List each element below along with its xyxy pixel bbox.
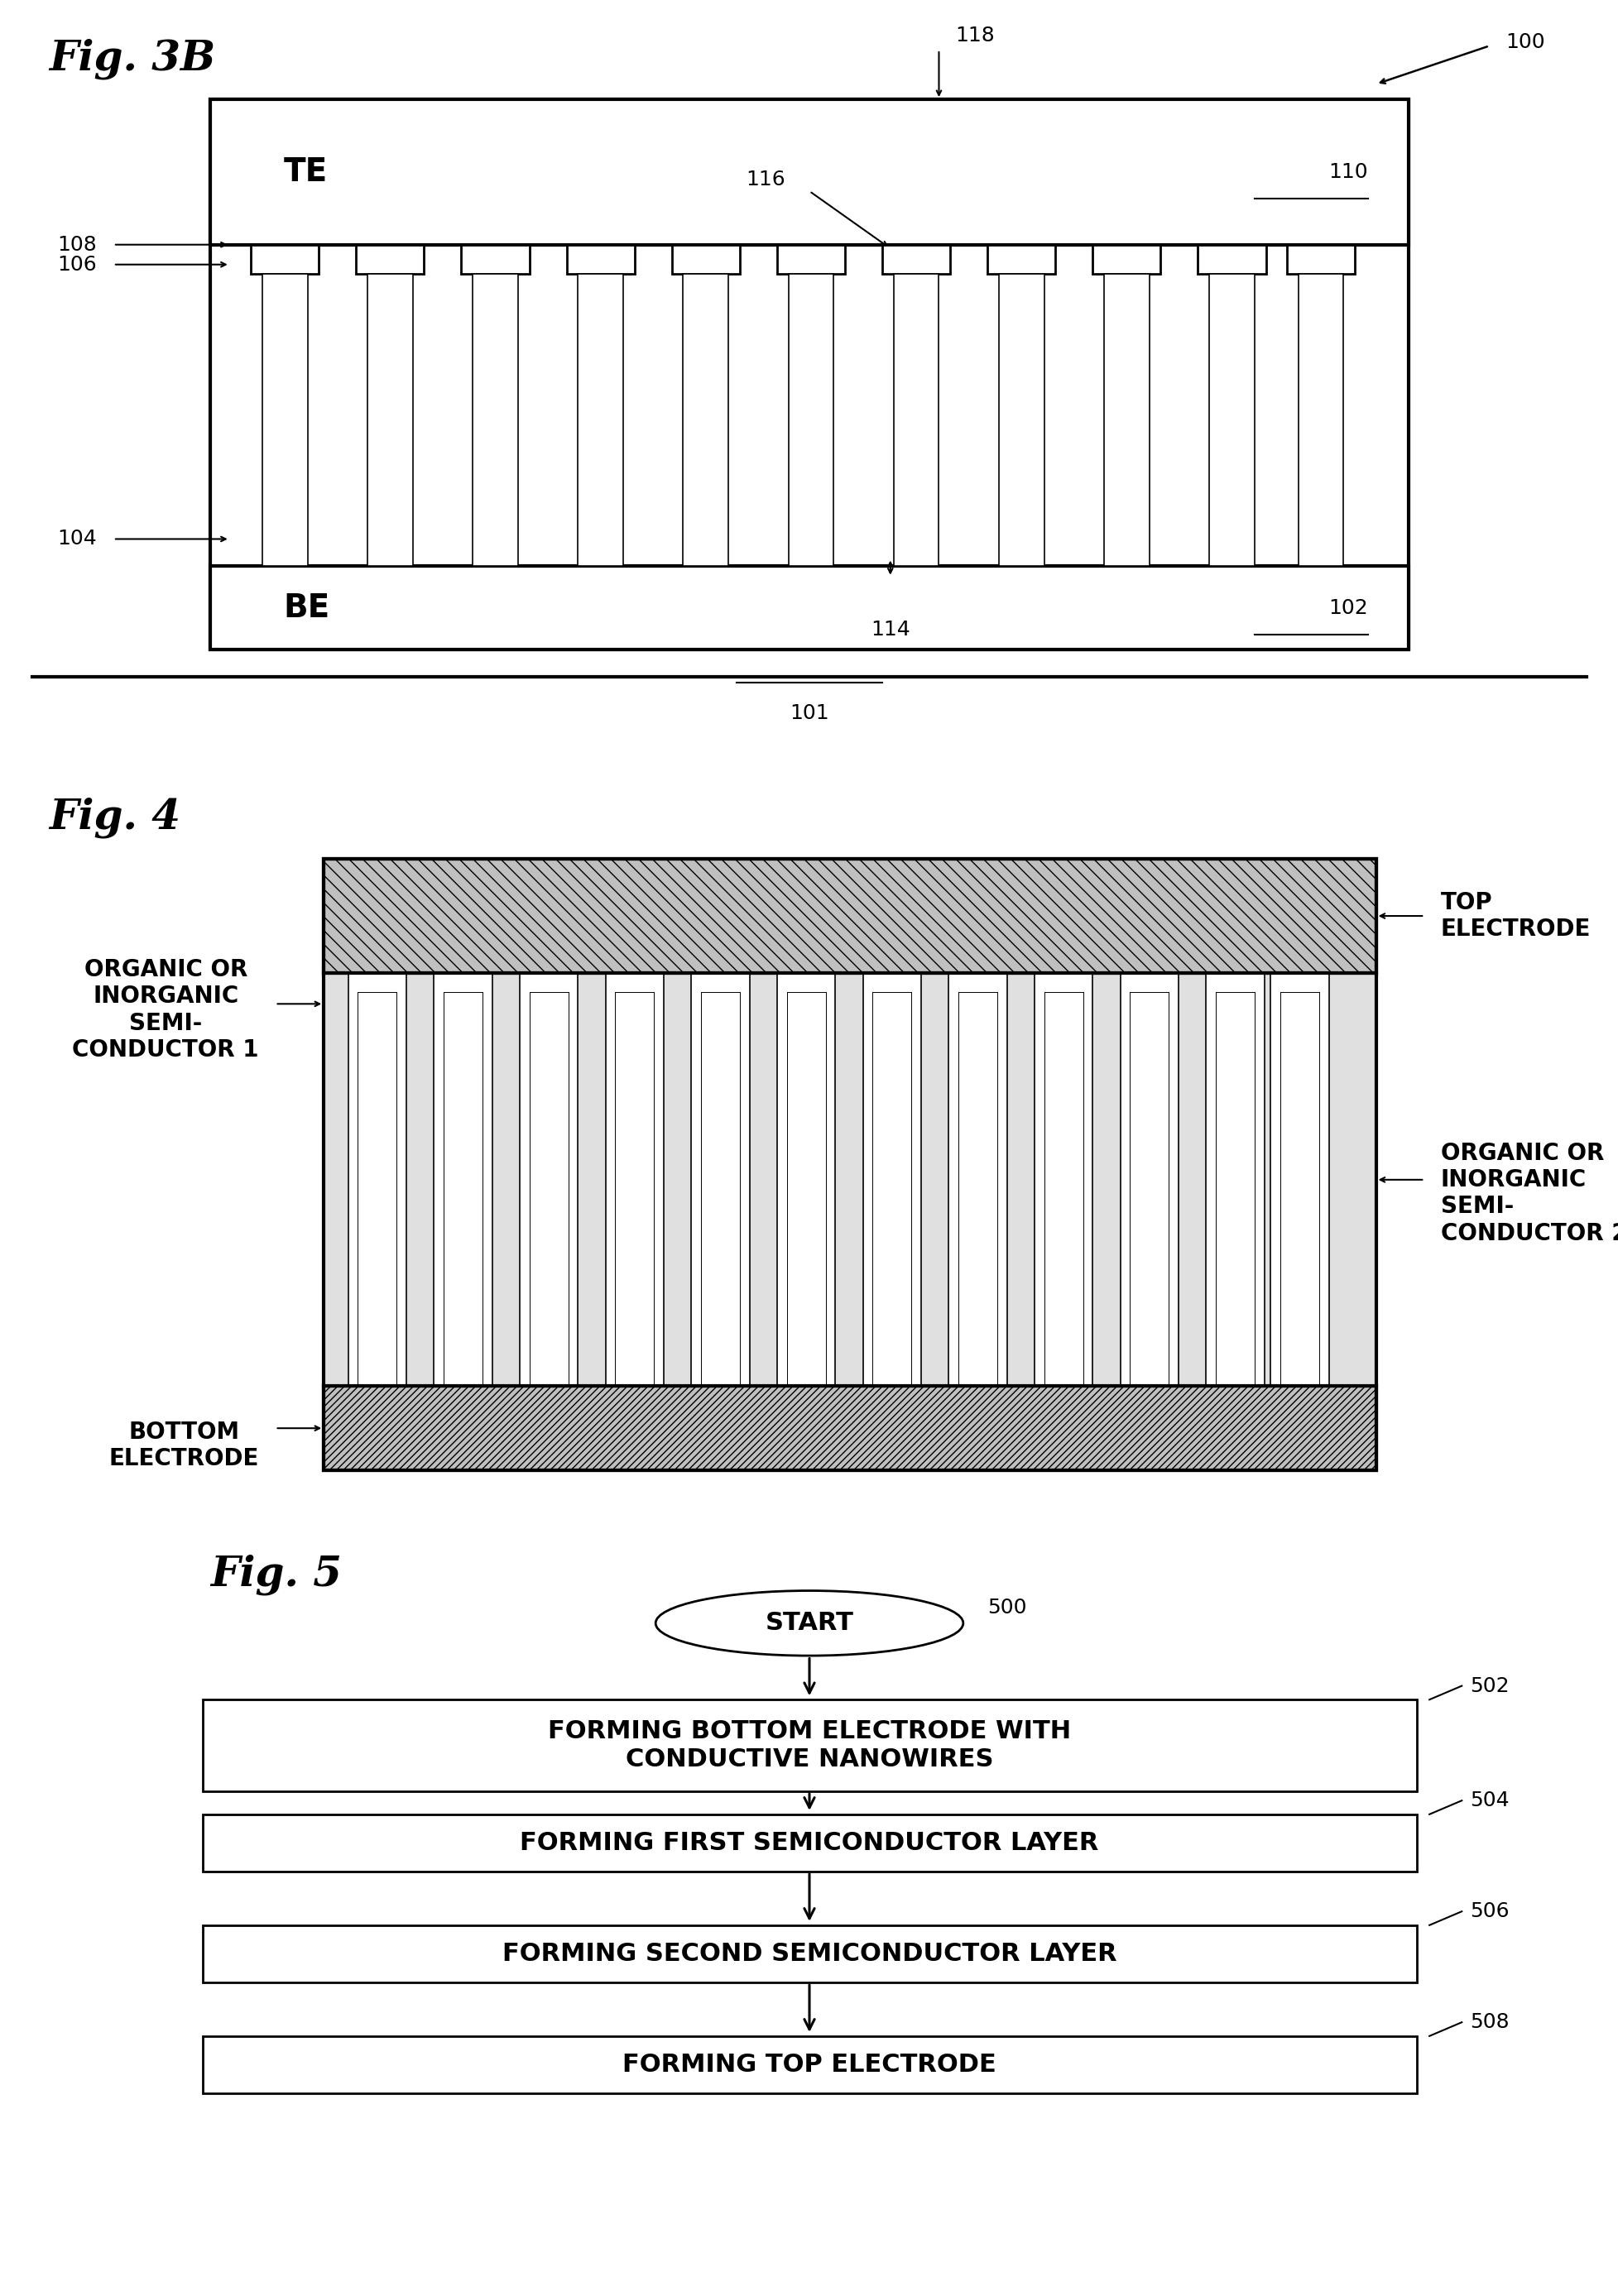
Bar bbox=[1205, 974, 1264, 1387]
Bar bbox=[1034, 974, 1092, 1387]
Bar bbox=[202, 1924, 1416, 1981]
Bar bbox=[210, 99, 1408, 650]
Bar bbox=[367, 273, 413, 565]
Bar bbox=[605, 974, 663, 1387]
Ellipse shape bbox=[655, 1591, 963, 1655]
Bar bbox=[862, 974, 921, 1387]
Text: FORMING SECOND SEMICONDUCTOR LAYER: FORMING SECOND SEMICONDUCTOR LAYER bbox=[502, 1942, 1116, 1965]
Bar bbox=[1197, 246, 1265, 273]
Bar bbox=[1270, 974, 1328, 1387]
Text: 504: 504 bbox=[1469, 1791, 1508, 1812]
Bar bbox=[948, 974, 1006, 1387]
Bar bbox=[788, 273, 833, 565]
Bar bbox=[519, 974, 578, 1387]
Bar bbox=[324, 974, 1375, 1387]
Text: 100: 100 bbox=[1505, 32, 1544, 53]
Text: TE: TE bbox=[283, 156, 327, 188]
Bar bbox=[348, 974, 406, 1387]
Bar bbox=[777, 974, 835, 1387]
Text: 116: 116 bbox=[746, 170, 785, 191]
Text: ORGANIC OR
INORGANIC
SEMI-
CONDUCTOR 2: ORGANIC OR INORGANIC SEMI- CONDUCTOR 2 bbox=[1440, 1141, 1618, 1244]
Bar bbox=[251, 246, 319, 273]
Bar bbox=[882, 246, 950, 273]
Text: FORMING TOP ELECTRODE: FORMING TOP ELECTRODE bbox=[623, 2053, 995, 2076]
Bar bbox=[893, 273, 938, 565]
Bar bbox=[1092, 246, 1160, 273]
Bar bbox=[1298, 273, 1343, 565]
Bar bbox=[461, 246, 529, 273]
Bar bbox=[1103, 273, 1149, 565]
Text: 114: 114 bbox=[870, 620, 909, 638]
Bar bbox=[356, 246, 424, 273]
Bar bbox=[434, 974, 492, 1387]
Text: 110: 110 bbox=[1328, 163, 1367, 181]
Text: Fig. 5: Fig. 5 bbox=[210, 1554, 341, 1596]
Bar bbox=[262, 273, 307, 565]
Bar bbox=[324, 859, 1375, 974]
Bar bbox=[987, 246, 1055, 273]
Text: Fig. 3B: Fig. 3B bbox=[49, 39, 215, 78]
Text: 500: 500 bbox=[987, 1598, 1026, 1619]
Bar bbox=[578, 273, 623, 565]
Text: 108: 108 bbox=[58, 234, 97, 255]
Text: FORMING BOTTOM ELECTRODE WITH
CONDUCTIVE NANOWIRES: FORMING BOTTOM ELECTRODE WITH CONDUCTIVE… bbox=[547, 1720, 1071, 1773]
Text: 506: 506 bbox=[1469, 1901, 1508, 1922]
Bar bbox=[998, 273, 1044, 565]
Text: FORMING FIRST SEMICONDUCTOR LAYER: FORMING FIRST SEMICONDUCTOR LAYER bbox=[519, 1830, 1099, 1855]
Bar bbox=[210, 565, 1408, 650]
Bar bbox=[566, 246, 634, 273]
Bar bbox=[202, 2037, 1416, 2094]
Text: 101: 101 bbox=[790, 703, 828, 723]
Bar bbox=[777, 246, 845, 273]
Bar bbox=[202, 1814, 1416, 1871]
Bar bbox=[1209, 273, 1254, 565]
Bar bbox=[472, 273, 518, 565]
Text: Fig. 4: Fig. 4 bbox=[49, 797, 180, 838]
Text: ORGANIC OR
INORGANIC
SEMI-
CONDUCTOR 1: ORGANIC OR INORGANIC SEMI- CONDUCTOR 1 bbox=[73, 957, 259, 1061]
Text: START: START bbox=[765, 1612, 853, 1635]
Bar bbox=[691, 974, 749, 1387]
Text: BOTTOM
ELECTRODE: BOTTOM ELECTRODE bbox=[108, 1421, 259, 1469]
Text: TOP
ELECTRODE: TOP ELECTRODE bbox=[1440, 891, 1590, 941]
Bar bbox=[324, 1387, 1375, 1469]
Text: 106: 106 bbox=[58, 255, 97, 276]
Bar bbox=[1120, 974, 1178, 1387]
Text: 118: 118 bbox=[955, 25, 993, 46]
Text: 104: 104 bbox=[58, 528, 97, 549]
Text: 502: 502 bbox=[1469, 1676, 1508, 1697]
Text: BE: BE bbox=[283, 592, 330, 625]
Bar bbox=[1286, 246, 1354, 273]
Text: 508: 508 bbox=[1469, 2011, 1508, 2032]
Text: 102: 102 bbox=[1328, 597, 1367, 618]
Bar bbox=[683, 273, 728, 565]
Bar bbox=[202, 1699, 1416, 1791]
Bar bbox=[210, 99, 1408, 246]
Bar bbox=[671, 246, 739, 273]
Bar bbox=[324, 859, 1375, 1469]
